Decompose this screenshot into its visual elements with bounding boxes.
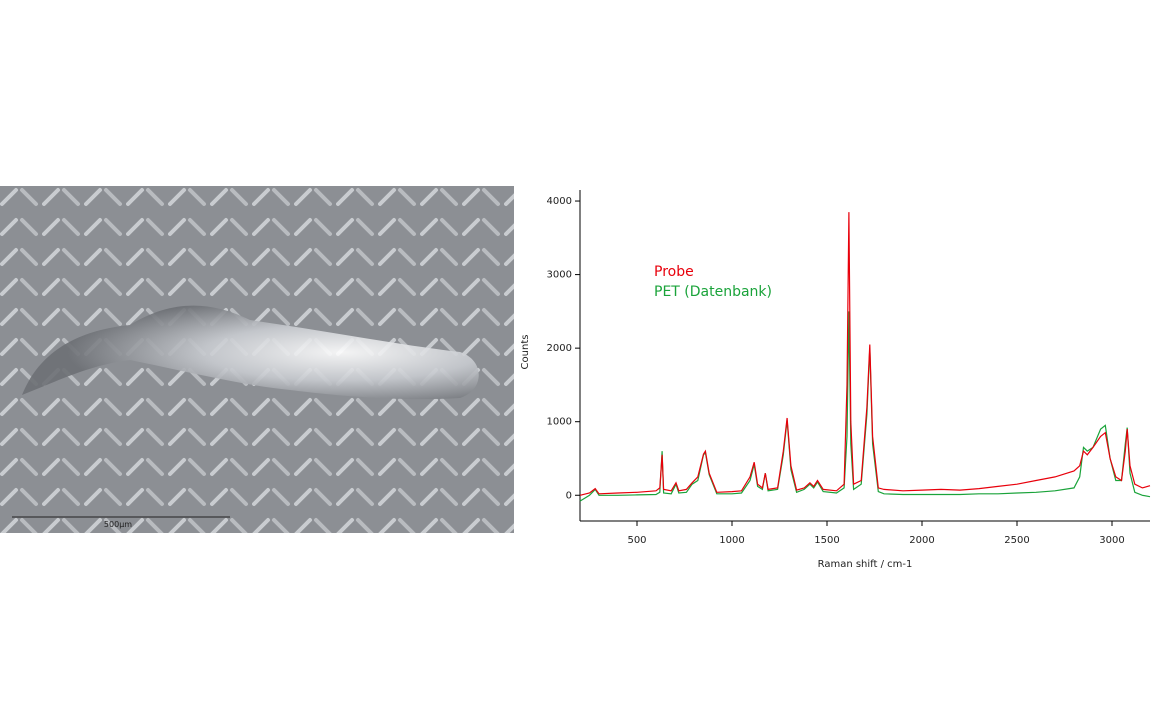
y-tick-label: 2000: [547, 343, 572, 354]
legend-entry: PET (Datenbank): [654, 284, 772, 300]
scale-label: 500µm: [104, 520, 132, 529]
x-tick-label: 3000: [1099, 535, 1124, 546]
spectrum-line: [579, 311, 1151, 502]
y-tick-label: 3000: [547, 270, 572, 281]
y-tick-label: 0: [566, 490, 572, 501]
x-tick-label: 1000: [719, 535, 744, 546]
x-tick-label: 2500: [1004, 535, 1029, 546]
y-tick-label: 4000: [547, 196, 572, 207]
x-tick-label: 1500: [814, 535, 839, 546]
microscope-photo: 500µm: [0, 186, 514, 533]
x-axis-label: Raman shift / cm-1: [818, 559, 913, 570]
x-tick-label: 500: [627, 535, 646, 546]
y-axis-label: Counts: [520, 335, 531, 370]
x-tick-label: 2000: [909, 535, 934, 546]
spectrum-line: [579, 212, 1151, 496]
y-tick-label: 1000: [547, 417, 572, 428]
particle: [22, 305, 479, 400]
legend-entry: Probe: [654, 264, 694, 280]
